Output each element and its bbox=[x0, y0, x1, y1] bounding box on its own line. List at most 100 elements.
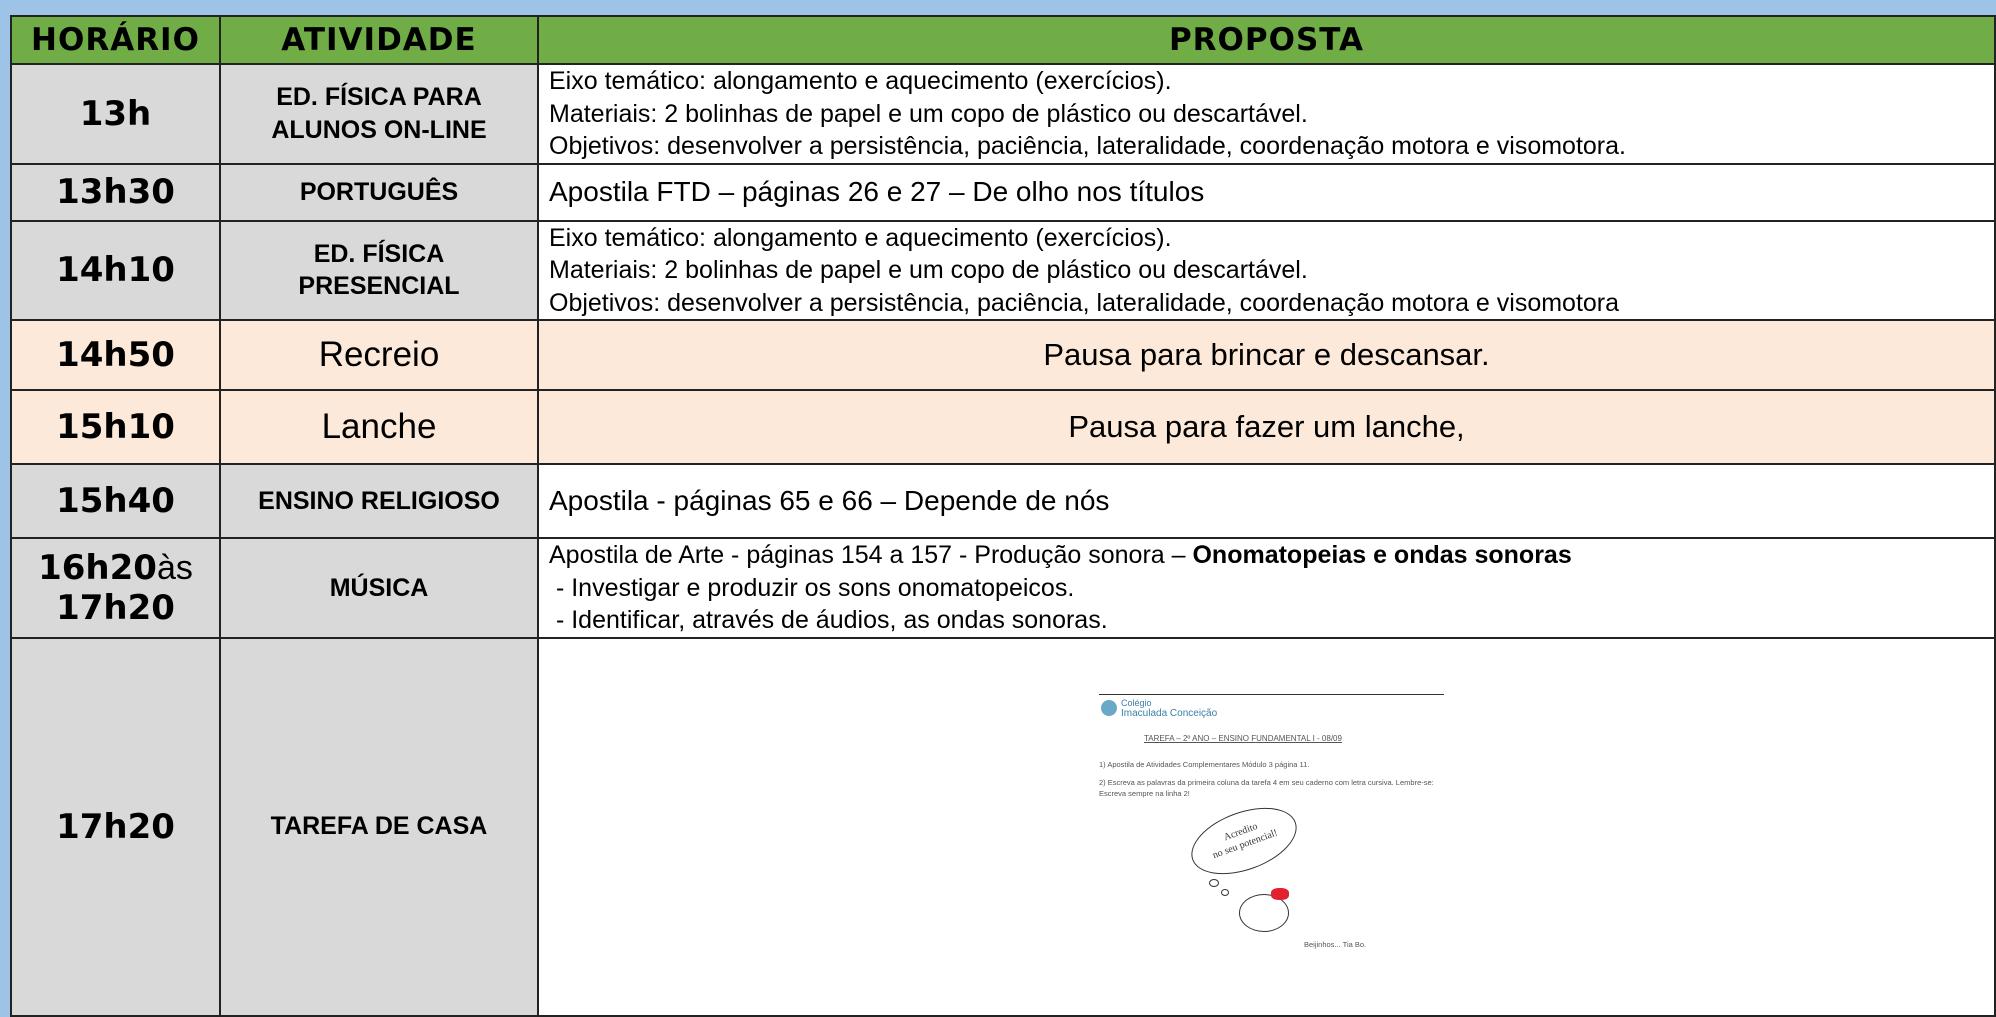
row: 14h10 ED. FÍSICA PRESENCIAL Eixo temático: … bbox=[10, 219, 1996, 321]
time-cell: 15h10 bbox=[10, 389, 221, 465]
time-cell: 13h30 bbox=[10, 162, 221, 222]
row: 13h30 PORTUGUÊS Apostila FTD – páginas 26 … bbox=[10, 162, 1996, 222]
activity-cell: PORTUGUÊS bbox=[219, 162, 539, 222]
activity-text: Lanche bbox=[321, 407, 437, 447]
column-header: PROPOSTA bbox=[537, 15, 1996, 65]
proposal-cell: Eixo temático: alongamento e aquecimento… bbox=[537, 219, 1996, 321]
row: 17h20 TAREFA DE CASA Colégio Imaculada Conc… bbox=[10, 636, 1996, 1017]
proposal-line: Objetivos: desenvolver a persistência, p… bbox=[549, 130, 1994, 163]
proposal-text: Onomatopeias e ondas sonoras bbox=[1192, 541, 1572, 569]
doc-title: TAREFA – 2º ANO – ENSINO FUNDAMENTAL I -… bbox=[1144, 734, 1342, 743]
proposal-line: Apostila - páginas 65 e 66 – Depende de … bbox=[549, 483, 1994, 519]
proposal-line: Materiais: 2 bolinhas de papel e um copo… bbox=[549, 254, 1994, 287]
activity-text: ALUNOS ON-LINE bbox=[271, 115, 487, 144]
schedule-table: HORÁRIO ATIVIDADE PROPOSTA 13h ED. FÍSICA… bbox=[10, 15, 1996, 1017]
logo-icon bbox=[1101, 700, 1117, 716]
time-text: 13h bbox=[79, 93, 152, 134]
proposal-line: Apostila FTD – páginas 26 e 27 – De olho… bbox=[549, 174, 1994, 210]
proposal-line: Eixo temático: alongamento e aquecimento… bbox=[549, 222, 1994, 255]
time-text: 17h20 bbox=[56, 587, 175, 628]
doc-item: 2) Escreva as palavras da primeira colun… bbox=[1099, 778, 1434, 798]
table-body: 13h ED. FÍSICA PARA ALUNOS ON-LINE Eixo tem… bbox=[10, 63, 1996, 1017]
proposal-line: Eixo temático: alongamento e aquecimento… bbox=[549, 65, 1994, 98]
activity-text: MÚSICA bbox=[329, 573, 429, 602]
proposal-text: Materiais: 2 bolinhas de papel e um copo… bbox=[549, 256, 1308, 284]
proposal-text: Apostila de Arte - páginas 154 a 157 - P… bbox=[549, 541, 1193, 569]
proposal-cell: Eixo temático: alongamento e aquecimento… bbox=[537, 63, 1996, 165]
activity-cell: Recreio bbox=[219, 319, 539, 391]
proposal-cell: Pausa para fazer um lanche, bbox=[537, 389, 1996, 465]
proposal-text: Pausa para brincar e descansar. bbox=[1043, 336, 1490, 372]
bubble-dot bbox=[1221, 889, 1229, 896]
proposal-line: Apostila de Arte - páginas 154 a 157 - P… bbox=[549, 539, 1994, 572]
proposal-cell: Apostila de Arte - páginas 154 a 157 - P… bbox=[537, 537, 1996, 639]
cat-bow bbox=[1271, 888, 1289, 900]
time-cell: 14h50 bbox=[10, 319, 221, 391]
proposal-text: Objetivos: desenvolver a persistência, p… bbox=[549, 132, 1626, 160]
time-cell: 17h20 bbox=[10, 636, 221, 1017]
time-cell: 13h bbox=[10, 63, 221, 165]
activity-cell: ED. FÍSICA PRESENCIAL bbox=[219, 219, 539, 321]
time-cell: 16h20às 17h20 bbox=[10, 537, 221, 639]
activity-cell: ED. FÍSICA PARA ALUNOS ON-LINE bbox=[219, 63, 539, 165]
time-cell: 14h10 bbox=[10, 219, 221, 321]
proposal-line: Objetivos: desenvolver a persistência, p… bbox=[549, 287, 1994, 320]
activity-text: PRESENCIAL bbox=[298, 272, 460, 301]
time-cell: 15h40 bbox=[10, 463, 221, 539]
time-text: às bbox=[156, 548, 193, 587]
row: 16h20às 17h20 MÚSICA Apostila de Arte - pág… bbox=[10, 537, 1996, 639]
proposal-line: - Investigar e produzir os sons onomatop… bbox=[549, 572, 1994, 605]
row: 13h ED. FÍSICA PARA ALUNOS ON-LINE Eixo tem… bbox=[10, 63, 1996, 165]
activity-text: TAREFA DE CASA bbox=[270, 812, 488, 841]
column-header: ATIVIDADE bbox=[219, 15, 539, 65]
activity-text: ENSINO RELIGIOSO bbox=[258, 486, 500, 515]
time-text: 14h50 bbox=[56, 335, 175, 375]
activity-text: ED. FÍSICA PARA bbox=[276, 83, 482, 112]
proposal-text: - Identificar, através de áudios, as ond… bbox=[549, 606, 1108, 634]
proposal-cell: Apostila - páginas 65 e 66 – Depende de … bbox=[537, 463, 1996, 539]
time-text: 15h40 bbox=[56, 481, 175, 521]
proposal-text: Materiais: 2 bolinhas de papel e um copo… bbox=[549, 99, 1308, 128]
activity-text: Recreio bbox=[318, 335, 440, 375]
logo-text: Colégio bbox=[1121, 698, 1152, 708]
header-row: HORÁRIO ATIVIDADE PROPOSTA bbox=[10, 15, 1996, 65]
activity-cell: MÚSICA bbox=[219, 537, 539, 639]
doc-signature: Beijinhos... Tia Bo. bbox=[1304, 940, 1367, 949]
bubble-dot bbox=[1209, 879, 1219, 887]
column-header: HORÁRIO bbox=[10, 15, 221, 65]
activity-cell: ENSINO RELIGIOSO bbox=[219, 463, 539, 539]
time-text: 13h30 bbox=[56, 172, 175, 212]
time-text: 16h20 bbox=[38, 547, 157, 588]
cat-face bbox=[1239, 894, 1289, 932]
row: 15h10 Lanche Pausa para fazer um lanche, bbox=[10, 389, 1996, 465]
doc-rule bbox=[1099, 694, 1444, 695]
logo-text: Imaculada Conceição bbox=[1121, 708, 1218, 719]
proposal-text: Pausa para fazer um lanche, bbox=[1068, 408, 1465, 444]
task-image: Colégio Imaculada Conceição TAREFA – 2º AN… bbox=[1099, 694, 1444, 959]
proposal-line: Pausa para brincar e descansar. bbox=[539, 335, 1994, 375]
proposal-text: Apostila - páginas 65 e 66 – Depende de … bbox=[549, 484, 1110, 516]
time-text: 15h10 bbox=[56, 407, 175, 447]
proposal-line: - Identificar, através de áudios, as ond… bbox=[549, 604, 1994, 637]
proposal-text: - Investigar e produzir os sons onomatop… bbox=[549, 573, 1075, 602]
proposal-line: Pausa para fazer um lanche, bbox=[539, 407, 1994, 447]
proposal-cell: Colégio Imaculada Conceição TAREFA – 2º AN… bbox=[537, 636, 1996, 1017]
time-text: 14h10 bbox=[56, 250, 175, 291]
proposal-text: Apostila FTD – páginas 26 e 27 – De olho… bbox=[549, 175, 1205, 207]
proposal-text: Eixo temático: alongamento e aquecimento… bbox=[549, 67, 1172, 95]
proposal-cell: Apostila FTD – páginas 26 e 27 – De olho… bbox=[537, 162, 1996, 222]
activity-text: PORTUGUÊS bbox=[299, 177, 459, 206]
activity-cell: Lanche bbox=[219, 389, 539, 465]
activity-text: ED. FÍSICA bbox=[313, 239, 445, 268]
row: 15h40 ENSINO RELIGIOSO Apostila - páginas … bbox=[10, 463, 1996, 539]
activity-cell: TAREFA DE CASA bbox=[219, 636, 539, 1017]
proposal-text: Eixo temático: alongamento e aquecimento… bbox=[549, 223, 1172, 252]
time-text: 17h20 bbox=[56, 806, 175, 847]
thought-bubble: Acredito no seu potencial! bbox=[1182, 794, 1306, 888]
proposal-text: Objetivos: desenvolver a persistência, p… bbox=[549, 288, 1620, 317]
row: 14h50 Recreio Pausa para brincar e descans… bbox=[10, 319, 1996, 391]
proposal-cell: Pausa para brincar e descansar. bbox=[537, 319, 1996, 391]
doc-item: 1) Apostila de Atividades Complementares… bbox=[1099, 760, 1310, 769]
proposal-line: Materiais: 2 bolinhas de papel e um copo… bbox=[549, 98, 1994, 131]
